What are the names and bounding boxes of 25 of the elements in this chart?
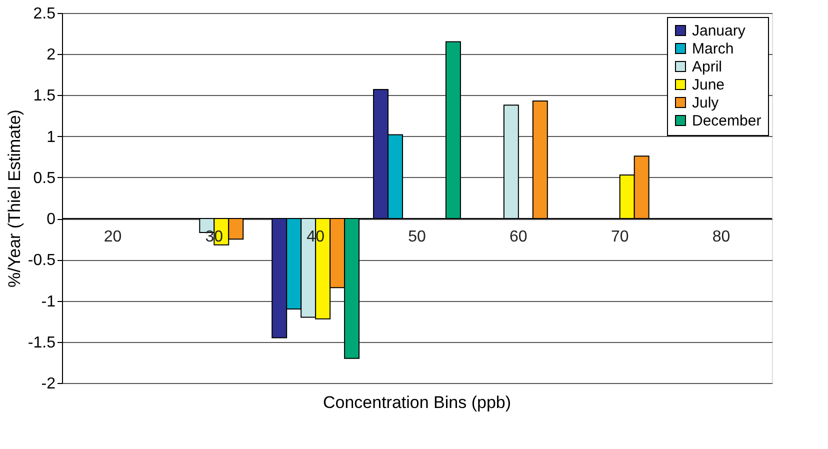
y-tick-label: 0.5 — [33, 170, 56, 187]
legend-label: January — [692, 22, 746, 40]
y-tick-label: -2 — [41, 376, 56, 392]
x-tick-label: 20 — [104, 228, 122, 246]
y-tick-label: 0 — [46, 211, 56, 228]
x-tick-label: 30 — [205, 228, 224, 246]
y-tick-label: 1 — [46, 128, 56, 146]
y-tick-label: -1.5 — [28, 334, 56, 352]
legend-label: March — [692, 40, 734, 58]
y-tick-label: 2.5 — [33, 6, 56, 22]
x-tick-label: 50 — [408, 228, 426, 246]
legend-label: December — [692, 112, 762, 130]
x-tick-label: 40 — [306, 228, 325, 246]
y-tick-label: 2 — [46, 46, 56, 64]
x-tick-label: 60 — [510, 228, 528, 246]
y-axis-title: %/Year (Thiel Estimate) — [4, 110, 24, 288]
legend-label: June — [692, 76, 725, 94]
x-tick-label: 80 — [712, 228, 730, 246]
legend-label: July — [692, 94, 720, 112]
y-tick-label: 1.5 — [33, 88, 56, 105]
legend-label: April — [692, 58, 722, 76]
y-tick-label: -1 — [41, 293, 56, 310]
x-axis-title: Concentration Bins (ppb) — [322, 393, 512, 412]
y-tick-label: -0.5 — [28, 252, 56, 270]
x-tick-label: 70 — [610, 228, 629, 246]
